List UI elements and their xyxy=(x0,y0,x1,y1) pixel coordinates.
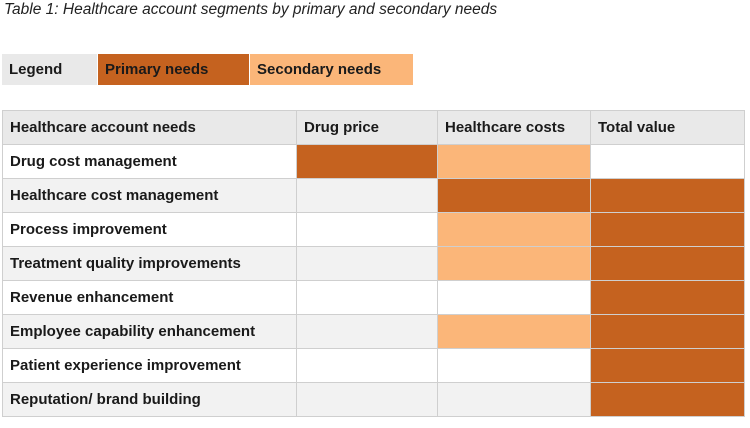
legend: Legend Primary needs Secondary needs xyxy=(2,54,413,85)
row-label: Patient experience improvement xyxy=(2,348,297,383)
need-cell-healthcare-costs xyxy=(437,382,591,417)
header-total-value: Total value xyxy=(590,110,745,145)
row-label: Employee capability enhancement xyxy=(2,314,297,349)
need-cell-healthcare-costs xyxy=(437,348,591,383)
need-cell-total-value xyxy=(590,382,745,417)
need-cell-drug-price xyxy=(296,314,438,349)
need-cell-total-value xyxy=(590,212,745,247)
table-row: Healthcare cost management xyxy=(2,178,745,213)
table-row: Reputation/ brand building xyxy=(2,382,745,417)
table-row: Revenue enhancement xyxy=(2,280,745,315)
row-label: Process improvement xyxy=(2,212,297,247)
row-label: Reputation/ brand building xyxy=(2,382,297,417)
header-account-needs: Healthcare account needs xyxy=(2,110,297,145)
table-row: Drug cost management xyxy=(2,144,745,179)
row-label: Drug cost management xyxy=(2,144,297,179)
row-label: Revenue enhancement xyxy=(2,280,297,315)
need-cell-drug-price xyxy=(296,280,438,315)
need-cell-healthcare-costs xyxy=(437,246,591,281)
need-cell-total-value xyxy=(590,178,745,213)
table-row: Employee capability enhancement xyxy=(2,314,745,349)
need-cell-drug-price xyxy=(296,348,438,383)
need-cell-healthcare-costs xyxy=(437,212,591,247)
row-label: Healthcare cost management xyxy=(2,178,297,213)
needs-table: Healthcare account needs Drug price Heal… xyxy=(2,110,745,417)
need-cell-total-value xyxy=(590,314,745,349)
need-cell-healthcare-costs xyxy=(437,314,591,349)
header-healthcare-costs: Healthcare costs xyxy=(437,110,591,145)
need-cell-drug-price xyxy=(296,382,438,417)
table-row: Process improvement xyxy=(2,212,745,247)
need-cell-drug-price xyxy=(296,246,438,281)
legend-primary-needs: Primary needs xyxy=(97,54,249,85)
table-header-row: Healthcare account needs Drug price Heal… xyxy=(2,110,745,145)
need-cell-drug-price xyxy=(296,212,438,247)
need-cell-total-value xyxy=(590,348,745,383)
table-row: Treatment quality improvements xyxy=(2,246,745,281)
need-cell-healthcare-costs xyxy=(437,178,591,213)
legend-label: Legend xyxy=(2,54,97,85)
need-cell-healthcare-costs xyxy=(437,280,591,315)
need-cell-total-value xyxy=(590,246,745,281)
table-row: Patient experience improvement xyxy=(2,348,745,383)
header-drug-price: Drug price xyxy=(296,110,438,145)
need-cell-drug-price xyxy=(296,178,438,213)
row-label: Treatment quality improvements xyxy=(2,246,297,281)
need-cell-healthcare-costs xyxy=(437,144,591,179)
legend-secondary-needs: Secondary needs xyxy=(249,54,413,85)
need-cell-total-value xyxy=(590,280,745,315)
table-caption: Table 1: Healthcare account segments by … xyxy=(4,1,498,18)
need-cell-total-value xyxy=(590,144,745,179)
need-cell-drug-price xyxy=(296,144,438,179)
